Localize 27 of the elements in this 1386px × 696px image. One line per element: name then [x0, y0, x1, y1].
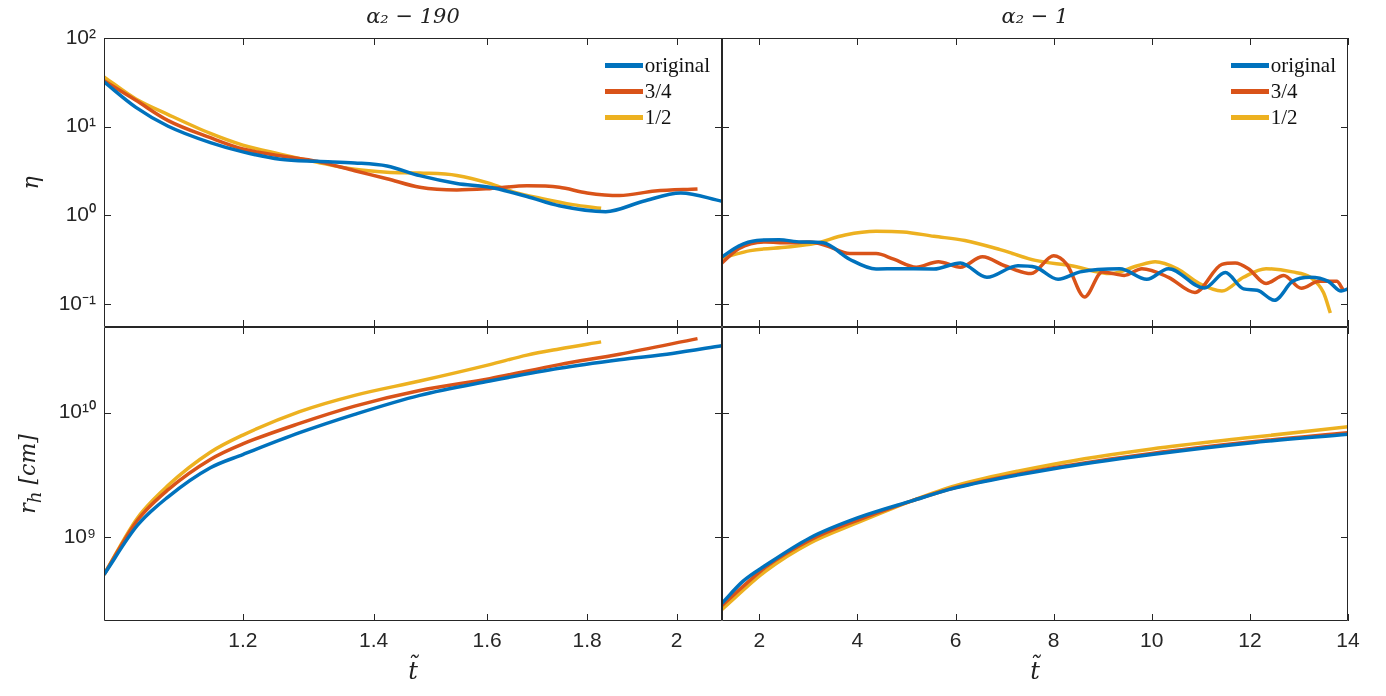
- x-tick-label: 2: [670, 628, 683, 652]
- x-tick-label: 1.8: [572, 628, 602, 652]
- x-tick-label: 14: [1336, 628, 1360, 652]
- legend-label: 3/4: [644, 78, 672, 104]
- x-tick-label: 2: [753, 628, 766, 652]
- legend-label: original: [644, 52, 710, 78]
- y-tick-label: 10²: [65, 24, 96, 48]
- chart-title: α₂ − 190: [365, 4, 461, 28]
- chart-title: α₂ − 1: [1000, 4, 1070, 28]
- legend-label: 1/2: [644, 104, 672, 130]
- x-tick-label: 6: [949, 628, 962, 652]
- x-tick-label: 1.4: [359, 628, 389, 652]
- x-tick-label: 4: [851, 628, 864, 652]
- y-axis-title: η: [17, 175, 43, 190]
- legend-label: 1/2: [1270, 104, 1298, 130]
- y-tick-label: 10⁰: [65, 202, 96, 226]
- x-tick-label: 8: [1047, 628, 1060, 652]
- x-tick-label: 12: [1238, 628, 1262, 652]
- y-tick-label: 10⁹: [63, 523, 96, 547]
- legend-label: original: [1270, 52, 1336, 78]
- legend-label: 3/4: [1270, 78, 1298, 104]
- y-tick-label: 10¹: [65, 113, 96, 137]
- x-tick-label: 10: [1140, 628, 1164, 652]
- x-tick-label: 1.2: [228, 628, 258, 652]
- x-tick-label: 1.6: [472, 628, 502, 652]
- y-tick-label: 10⁻¹: [58, 290, 96, 314]
- y-tick-label: 10¹⁰: [58, 399, 96, 423]
